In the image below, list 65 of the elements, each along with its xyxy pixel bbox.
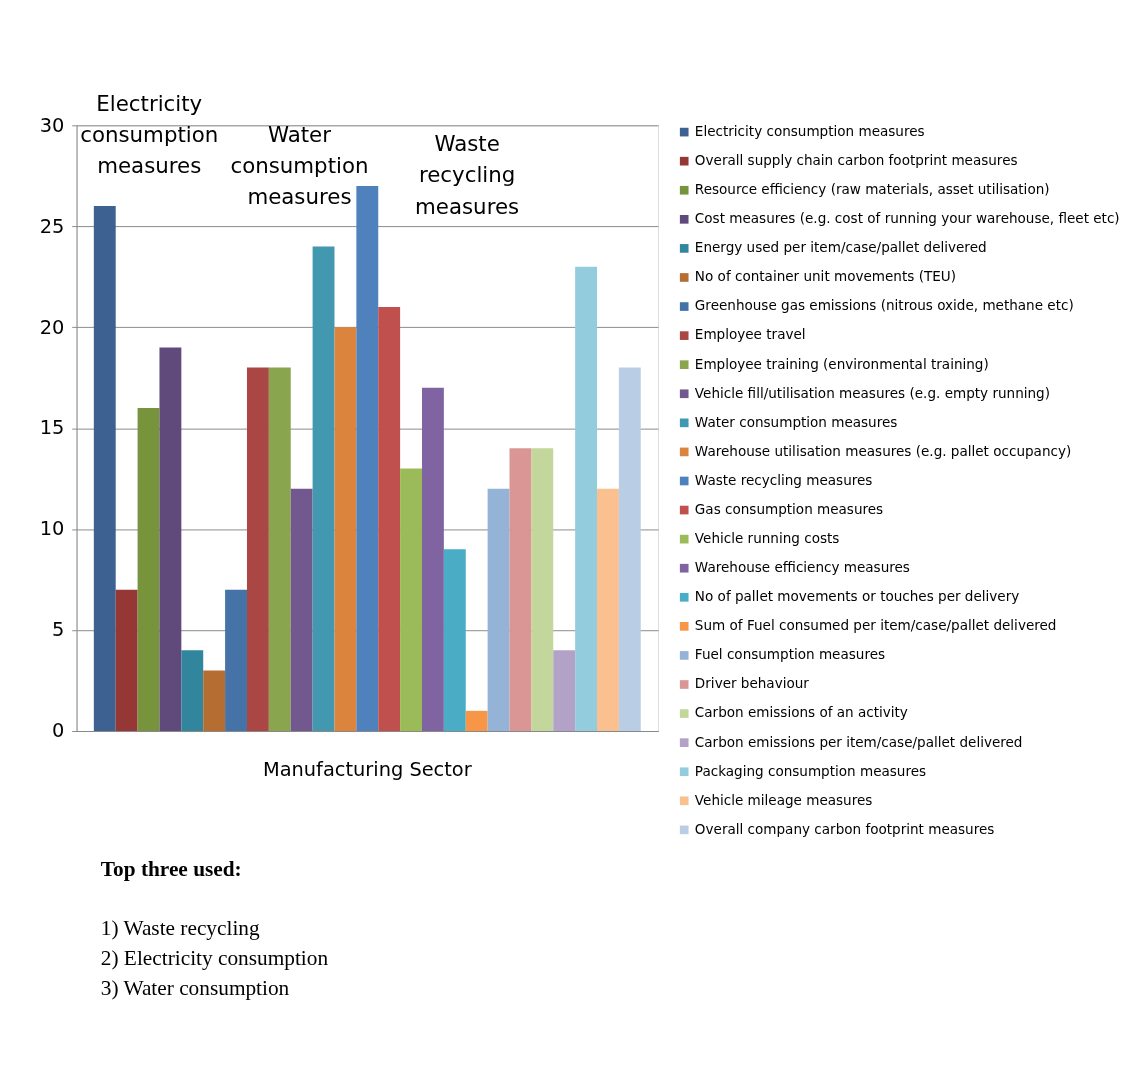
legend-label: Electricity consumption measures: [694, 122, 925, 139]
bar: [553, 650, 576, 732]
bar: [487, 488, 510, 732]
bar: [290, 488, 313, 732]
annotation: Waste recycling measures: [415, 131, 520, 219]
bar: [334, 327, 357, 732]
bar: [268, 367, 291, 732]
bar: [225, 589, 247, 732]
legend-label: Carbon emissions of an activity: [694, 704, 908, 721]
legend-label: No of pallet movements or touches per delivery: [694, 588, 1020, 605]
bar: [115, 589, 138, 732]
bar: [137, 407, 160, 732]
legend-label: Overall company carbon footprint measures: [694, 820, 995, 837]
legend-label: Warehouse efficiency measures: [694, 559, 910, 576]
legend-label: Driver behaviour: [694, 675, 810, 692]
legend-label: Employee travel: [694, 326, 806, 343]
y-tick-label: 25: [39, 214, 65, 238]
legend-label: Vehicle mileage measures: [694, 791, 873, 808]
bar: [246, 367, 269, 732]
legend-label: Energy used per item/case/pallet delivered: [694, 239, 987, 256]
annotation: Water consumption measures: [230, 121, 369, 209]
bar: [312, 246, 335, 732]
legend-label: Packaging consumption measures: [694, 762, 927, 779]
bar: [421, 387, 444, 732]
text: 2) Electricity consumption: [100, 945, 329, 970]
y-tick-label: 5: [52, 618, 65, 642]
x-tick-label: Manufacturing Sector: [262, 758, 472, 782]
bar: [465, 710, 488, 732]
y-tick-label: 15: [39, 416, 65, 440]
y-tick-label: 30: [39, 113, 65, 137]
annotation: Electricity consumption measures: [80, 90, 219, 178]
legend-label: Fuel consumption measures: [694, 646, 886, 663]
bar: [443, 549, 466, 732]
bar: [531, 448, 554, 732]
bar: [618, 367, 641, 732]
legend-label: Vehicle fill/utilisation measures (e.g. empty running): [694, 384, 1050, 401]
legend-label: Greenhouse gas emissions (nitrous oxide, methane etc): [694, 297, 1074, 314]
legend-label: No of container unit movements (TEU): [694, 268, 956, 285]
legend-label: Vehicle running costs: [694, 530, 840, 547]
legend-label: Waste recycling measures: [694, 471, 873, 488]
text: 1) Waste recycling: [100, 915, 260, 940]
bar: [400, 468, 422, 732]
legend-label: Gas consumption measures: [694, 500, 884, 517]
text: 3) Water consumption: [100, 975, 290, 1000]
bar: [575, 266, 598, 732]
bar: [509, 448, 532, 732]
bar: [93, 206, 116, 732]
bar: [203, 670, 226, 732]
bar: [159, 347, 182, 732]
legend-label: Water consumption measures: [694, 413, 898, 430]
legend-label: Warehouse utilisation measures (e.g. pallet occupancy): [694, 442, 1072, 459]
bar: [597, 488, 619, 732]
legend-label: Carbon emissions per item/case/pallet delivered: [694, 733, 1023, 750]
y-tick-label: 0: [52, 719, 65, 743]
y-tick-label: 10: [39, 517, 65, 541]
legend-label: Cost measures (e.g. cost of running your warehouse, fleet etc): [694, 210, 1120, 227]
bar: [378, 307, 401, 732]
legend-label: Employee training (environmental training): [694, 355, 989, 372]
legend-label: Overall supply chain carbon footprint measures: [694, 152, 1018, 169]
legend-label: Sum of Fuel consumed per item/case/pallet delivered: [694, 617, 1057, 634]
legend-label: Resource efficiency (raw materials, asset utilisation): [694, 181, 1050, 198]
text: Top three used:: [100, 857, 242, 882]
y-tick-label: 20: [39, 315, 65, 339]
bar: [181, 650, 204, 732]
bar: [356, 185, 379, 732]
